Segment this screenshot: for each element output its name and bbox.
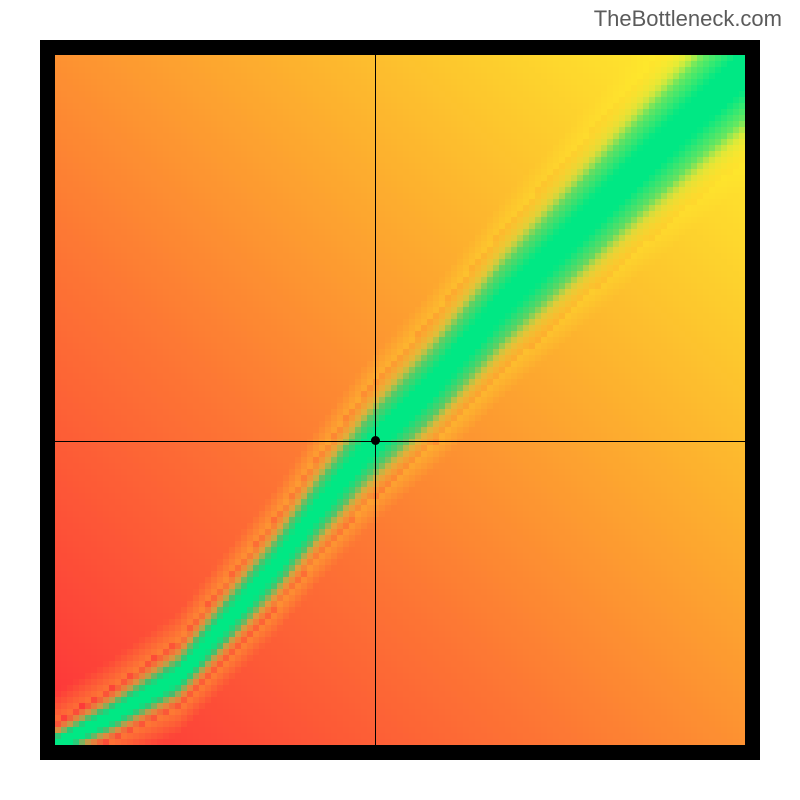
heatmap-area <box>55 55 745 745</box>
crosshair-vertical <box>375 55 376 745</box>
watermark-text: TheBottleneck.com <box>594 6 782 32</box>
chart-container: TheBottleneck.com <box>0 0 800 800</box>
crosshair-horizontal <box>55 441 745 442</box>
data-point-marker <box>371 436 380 445</box>
plot-border <box>40 40 760 760</box>
